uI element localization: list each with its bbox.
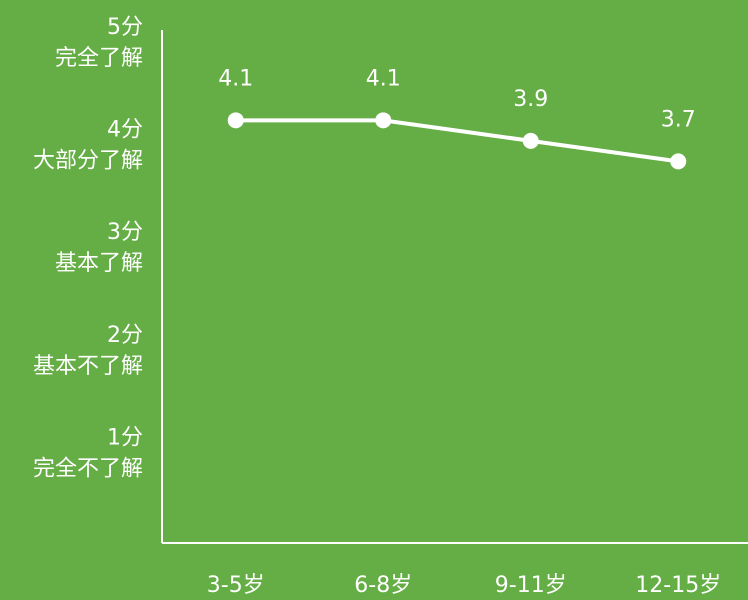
y-tick-label: 1分: [107, 425, 143, 450]
y-tick-label: 4分: [107, 118, 143, 143]
x-tick-label: 9-11岁: [495, 573, 567, 598]
x-tick-label: 3-5岁: [207, 573, 265, 598]
x-tick-label: 6-8岁: [354, 573, 412, 598]
x-tick-label: 12-15岁: [635, 573, 721, 598]
marker: [670, 153, 687, 170]
y-tick-label: 5分: [107, 15, 143, 40]
y-tick-label: 3分: [107, 220, 143, 245]
y-tick-sublabel: 基本了解: [55, 251, 143, 276]
line: [235, 118, 679, 164]
marker: [522, 132, 539, 149]
y-tick-sublabel: 完全不了解: [33, 456, 143, 481]
y-tick-sublabel: 大部分了解: [33, 149, 143, 174]
y-tick-sublabel: 完全了解: [55, 46, 143, 71]
data-label: 3.9: [513, 87, 548, 112]
data-label: 3.7: [661, 107, 696, 132]
data-label: 4.1: [366, 66, 401, 91]
y-tick-sublabel: 基本不了解: [33, 354, 143, 379]
y-tick-label: 2分: [107, 323, 143, 348]
marker: [227, 112, 244, 129]
marker: [375, 112, 392, 129]
data-label: 4.1: [218, 66, 253, 91]
